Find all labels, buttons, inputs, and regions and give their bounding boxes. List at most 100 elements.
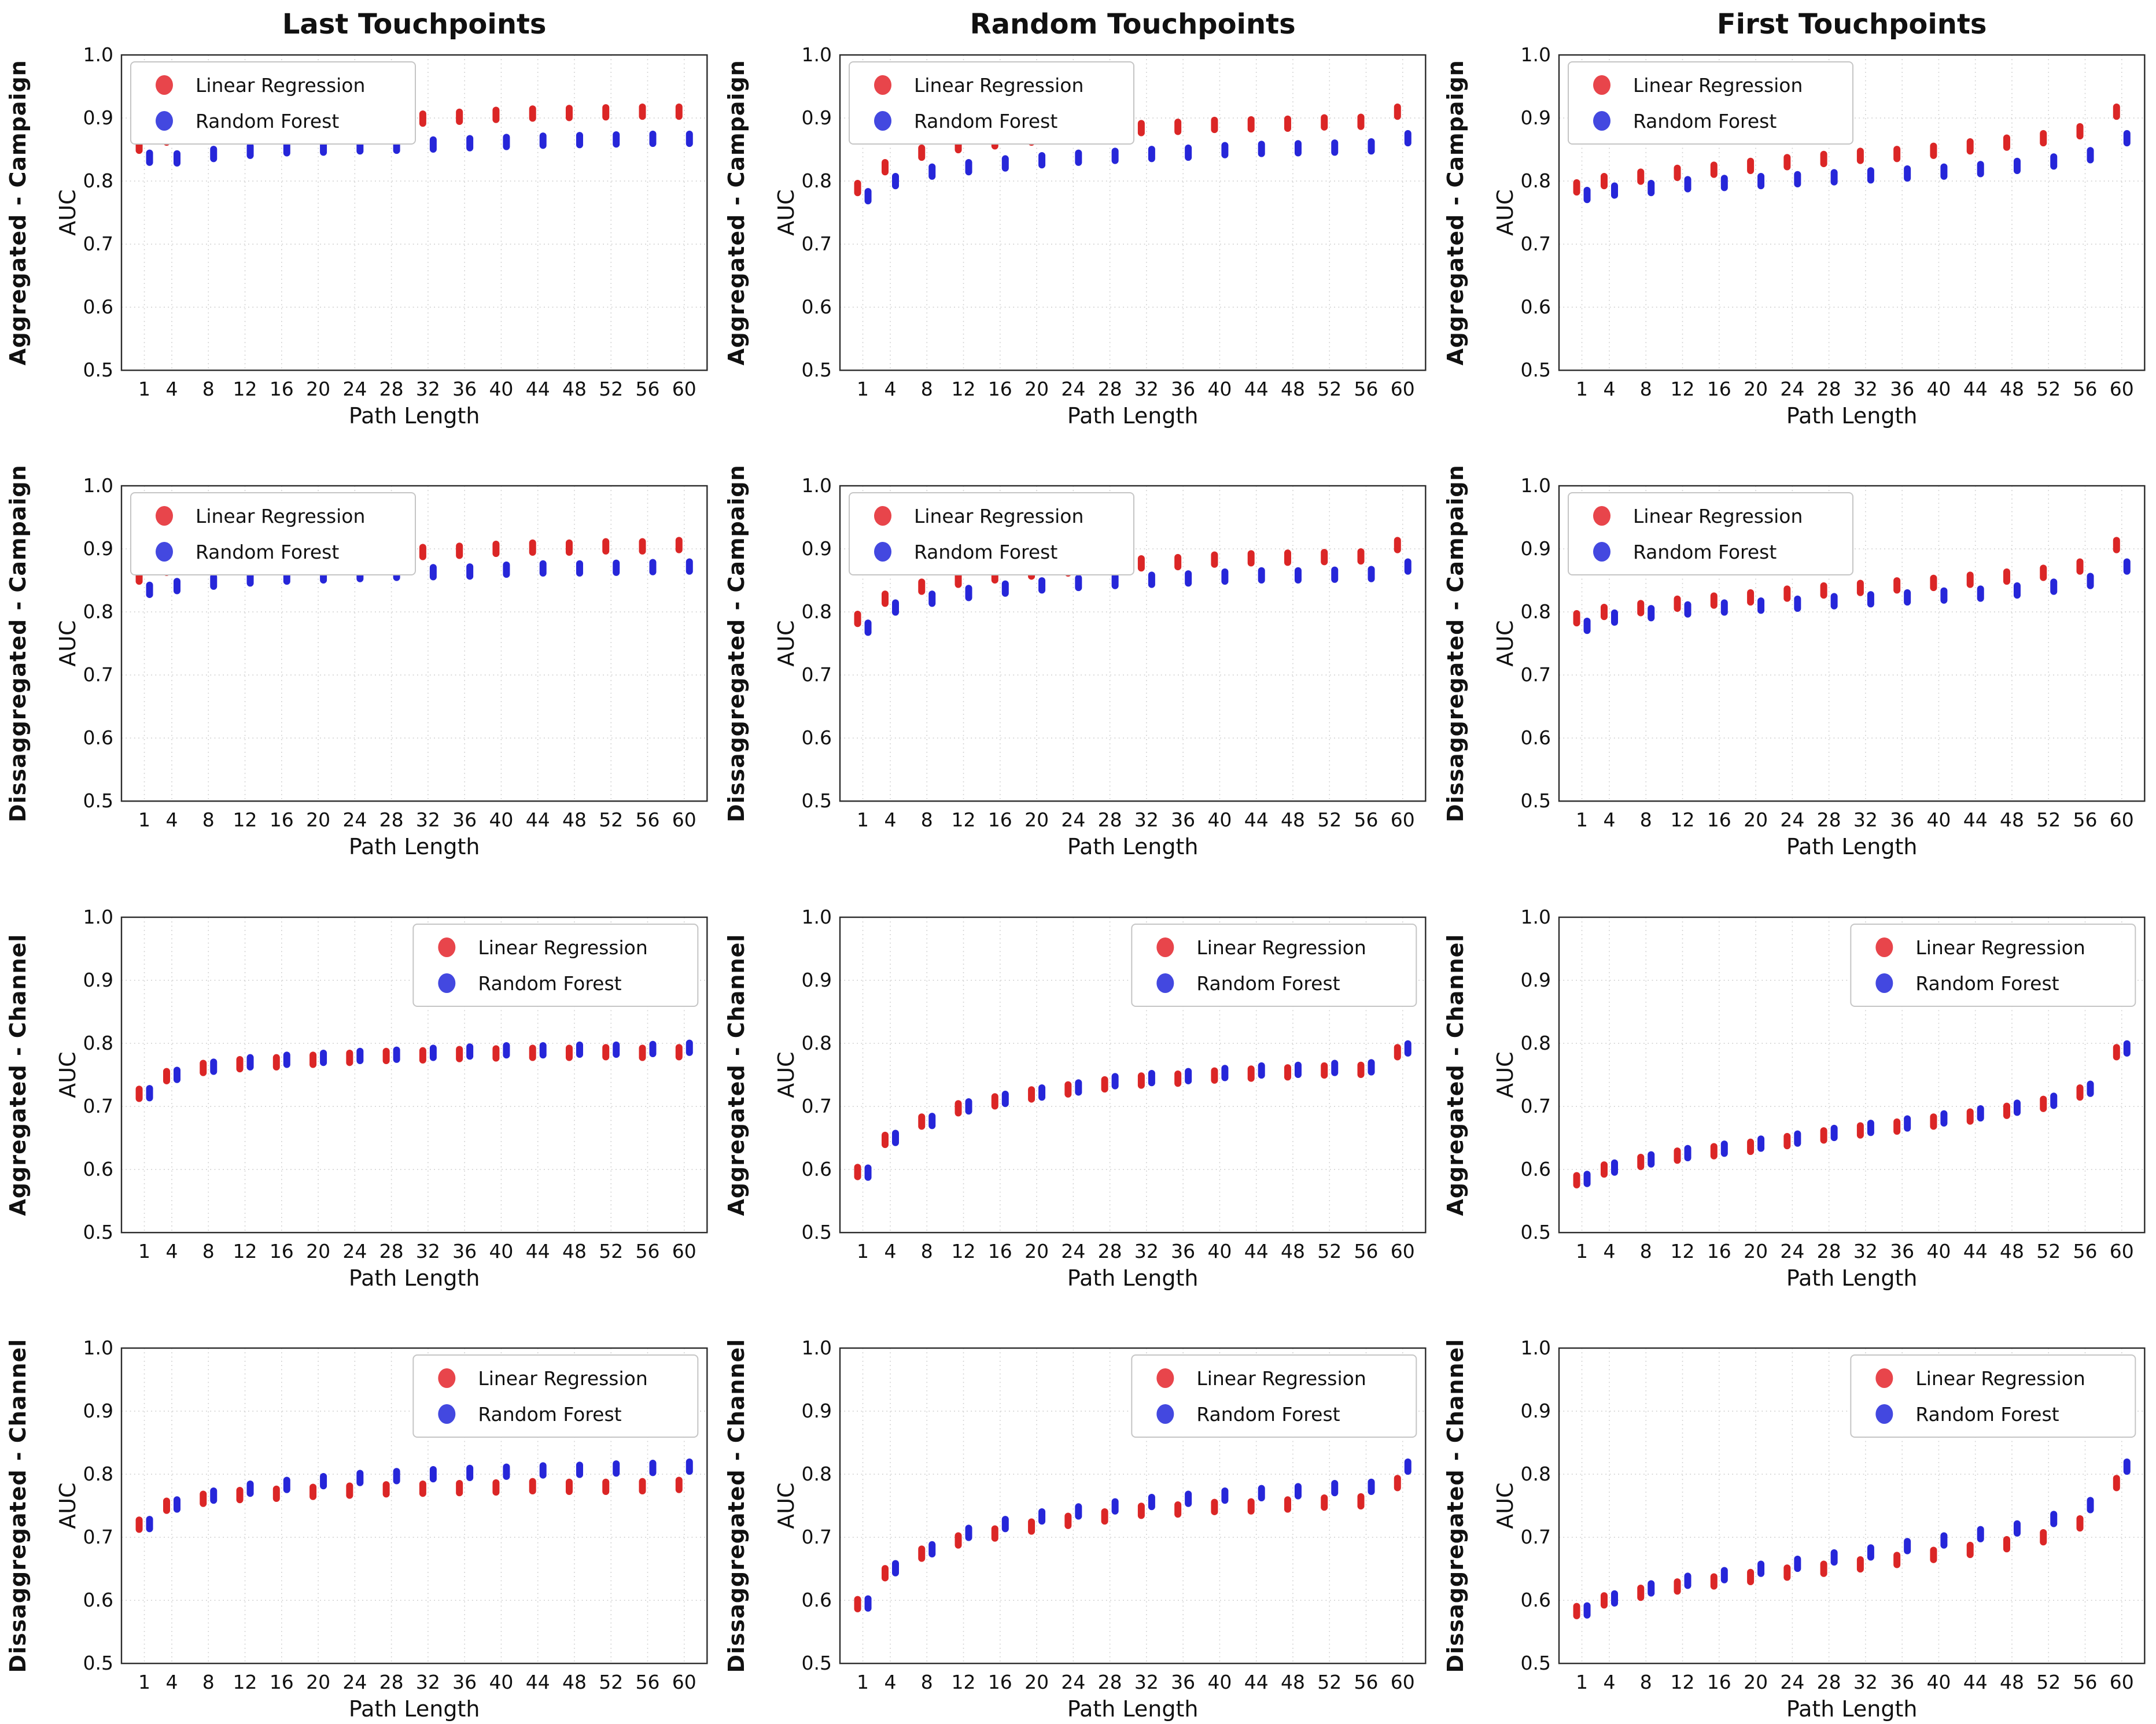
x-tick-label: 40 [1208, 1240, 1232, 1262]
legend-box [1567, 61, 1853, 145]
x-tick-label: 56 [1354, 809, 1379, 831]
x-tick-label: 12 [952, 378, 976, 400]
data-cluster-random-forest [1720, 1567, 1728, 1583]
data-cluster-random-forest [965, 158, 972, 176]
x-tick-label: 60 [672, 1240, 696, 1262]
data-cluster-random-forest [892, 1560, 900, 1577]
data-cluster-random-forest [1940, 1110, 1948, 1127]
x-tick-label: 1 [1576, 809, 1588, 831]
x-tick-label: 48 [1281, 378, 1305, 400]
x-tick-label: 16 [270, 378, 294, 400]
data-cluster-linear-regression [1820, 1560, 1827, 1577]
row-label: Dissaggregated - Channel [5, 1338, 31, 1673]
x-axis-label: Path Length [349, 1696, 480, 1722]
data-cluster-linear-regression [1820, 582, 1827, 599]
x-tick-label: 48 [562, 809, 587, 831]
data-cluster-linear-regression [2003, 568, 2010, 585]
x-tick-label: 20 [306, 378, 330, 400]
y-tick-label: 0.6 [1520, 726, 1550, 749]
data-cluster-random-forest [1221, 568, 1229, 585]
y-tick-label: 0.8 [1520, 1032, 1550, 1054]
x-tick-label: 24 [342, 809, 367, 831]
data-cluster-linear-regression [2039, 1529, 2047, 1546]
x-axis-label: Path Length [1786, 1265, 1918, 1291]
data-cluster-linear-regression [1211, 551, 1218, 568]
x-tick-label: 40 [1208, 809, 1232, 831]
legend-box [1849, 923, 2136, 1007]
x-tick-label: 16 [1707, 1671, 1731, 1693]
data-cluster-linear-regression [236, 1486, 244, 1503]
data-cluster-random-forest [173, 1066, 180, 1083]
y-tick-label: 0.5 [83, 359, 113, 381]
legend-label: Random Forest [478, 1403, 621, 1426]
legend-label: Linear Regression [196, 505, 365, 527]
x-tick-label: 24 [342, 1240, 367, 1262]
data-cluster-random-forest [2087, 1497, 2094, 1513]
x-tick-label: 44 [1244, 809, 1269, 831]
x-tick-label: 60 [1391, 1240, 1415, 1262]
subplot-cell-r2c2: 0.5 0.6 0.7 0.8 0.9 1.0 1 4 8 12 16 20 24 28 32 36 40 44 4… [1438, 862, 2156, 1293]
data-cluster-random-forest [2050, 153, 2057, 170]
data-cluster-random-forest [1757, 172, 1764, 190]
data-cluster-linear-regression [1746, 157, 1754, 175]
subplot-chart-r2c2: 0.50.60.70.80.91.01 4 8 12 16 20 24 28 32 36 40 44 4… [1443, 906, 2146, 1291]
legend-label: Random Forest [1915, 1403, 2059, 1426]
y-tick-label: 0.6 [83, 726, 113, 749]
legend-marker-icon [1875, 1404, 1893, 1424]
data-cluster-linear-regression [1321, 1494, 1328, 1511]
data-cluster-random-forest [146, 149, 153, 166]
data-cluster-random-forest [503, 1463, 510, 1480]
data-cluster-linear-regression [1138, 1072, 1145, 1089]
y-tick-label: 0.7 [1520, 663, 1550, 686]
y-tick-label: 1.0 [83, 474, 113, 497]
y-tick-label: 0.8 [1520, 600, 1550, 623]
x-tick-label: 36 [1890, 1671, 1914, 1693]
data-cluster-random-forest [466, 1043, 474, 1059]
x-tick-label: 4 [884, 1240, 897, 1262]
x-tick-label: 8 [202, 1671, 215, 1693]
data-cluster-linear-regression [1211, 1498, 1218, 1515]
x-tick-label: 52 [1318, 1240, 1342, 1262]
x-tick-label: 20 [1744, 1671, 1768, 1693]
y-tick-label: 0.8 [83, 169, 113, 192]
data-cluster-random-forest [173, 1496, 180, 1513]
data-cluster-linear-regression [2003, 1102, 2010, 1119]
y-tick-label: 0.7 [83, 1526, 113, 1548]
data-cluster-random-forest [356, 1470, 364, 1486]
data-cluster-linear-regression [419, 1480, 426, 1497]
x-axis-label: Path Length [349, 403, 480, 429]
x-tick-label: 4 [884, 378, 897, 400]
data-cluster-random-forest [2013, 1099, 2021, 1116]
data-cluster-linear-regression [529, 1044, 536, 1061]
data-cluster-random-forest [1867, 1544, 1874, 1561]
data-cluster-linear-regression [492, 1044, 500, 1062]
data-cluster-random-forest [1258, 567, 1266, 584]
data-cluster-linear-regression [918, 144, 926, 161]
x-tick-label: 48 [562, 1671, 587, 1693]
data-cluster-linear-regression [492, 541, 500, 558]
x-tick-label: 52 [2036, 378, 2061, 400]
x-tick-label: 16 [270, 1240, 294, 1262]
data-cluster-random-forest [576, 560, 583, 577]
x-tick-label: 40 [489, 809, 513, 831]
data-cluster-linear-regression [1028, 1086, 1035, 1103]
legend-box [412, 923, 699, 1007]
data-cluster-linear-regression [1820, 150, 1827, 168]
x-tick-label: 44 [526, 378, 550, 400]
x-tick-label: 16 [988, 809, 1012, 831]
legend-marker-icon [1156, 1404, 1174, 1424]
data-cluster-random-forest [1331, 1479, 1339, 1496]
data-cluster-linear-regression [1637, 1584, 1644, 1601]
x-axis-label: Path Length [1067, 403, 1199, 429]
x-tick-label: 28 [379, 809, 404, 831]
data-cluster-linear-regression [135, 1516, 143, 1533]
data-cluster-random-forest [210, 1487, 218, 1504]
x-tick-label: 60 [2109, 809, 2133, 831]
y-tick-label: 0.6 [802, 726, 832, 749]
data-cluster-random-forest [503, 562, 510, 578]
y-tick-label: 0.5 [802, 1652, 832, 1674]
data-cluster-random-forest [503, 1042, 510, 1058]
x-axis-label: Path Length [1067, 834, 1199, 859]
data-cluster-linear-regression [1138, 1502, 1145, 1519]
